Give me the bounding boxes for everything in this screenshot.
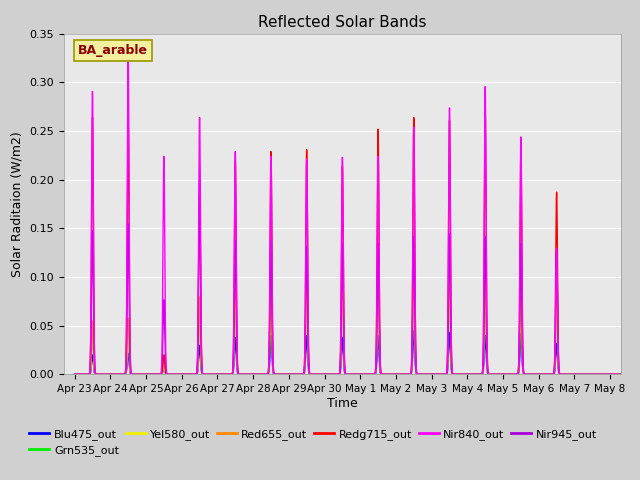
Y-axis label: Solar Raditaion (W/m2): Solar Raditaion (W/m2) (11, 131, 24, 277)
X-axis label: Time: Time (327, 397, 358, 410)
Title: Reflected Solar Bands: Reflected Solar Bands (258, 15, 427, 30)
Legend: Blu475_out, Grn535_out, Yel580_out, Red655_out, Redg715_out, Nir840_out, Nir945_: Blu475_out, Grn535_out, Yel580_out, Red6… (25, 424, 601, 460)
Text: BA_arable: BA_arable (78, 44, 148, 57)
